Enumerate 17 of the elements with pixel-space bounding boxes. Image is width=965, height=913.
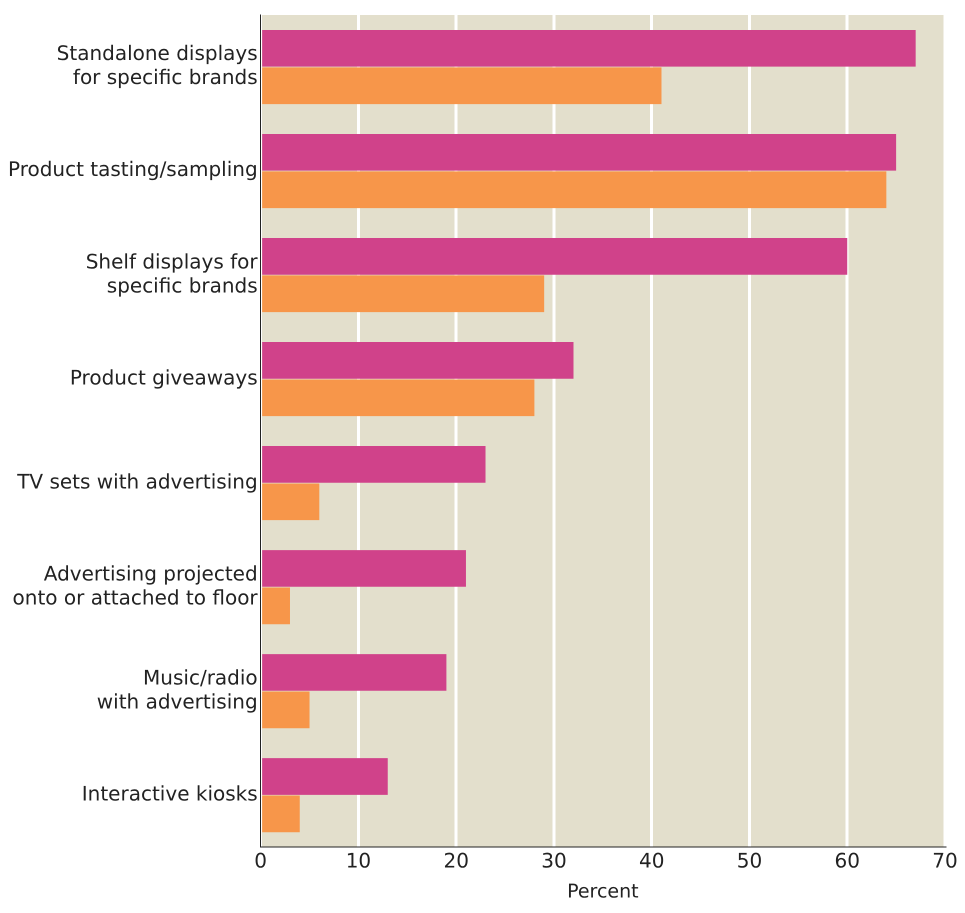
x-tick-label: 30	[541, 848, 567, 872]
x-tick-label: 40	[638, 848, 664, 872]
x-tick-label: 50	[736, 848, 762, 872]
x-tick-label: 70	[932, 848, 958, 872]
x-tick-label: 10	[346, 848, 372, 872]
y-tick-label: Advertising projected onto or attached to floor	[12, 561, 258, 610]
y-tick-label: Music/radio with advertising	[96, 665, 258, 714]
y-tick-label: Standalone displays for specific brands	[56, 41, 258, 90]
y-tick-label: Shelf displays for specific brands	[86, 249, 258, 298]
x-tick-label: 20	[443, 848, 469, 872]
y-tick-label: TV sets with advertising	[16, 469, 258, 494]
x-tick-label: 60	[834, 848, 860, 872]
y-tick-label: Product tasting/sampling	[8, 157, 258, 182]
y-tick-label: Product giveaways	[70, 365, 258, 390]
y-tick-label: Interactive kiosks	[82, 781, 258, 806]
x-axis-title: Percent	[567, 880, 639, 903]
x-tick-label: 0	[254, 848, 268, 872]
